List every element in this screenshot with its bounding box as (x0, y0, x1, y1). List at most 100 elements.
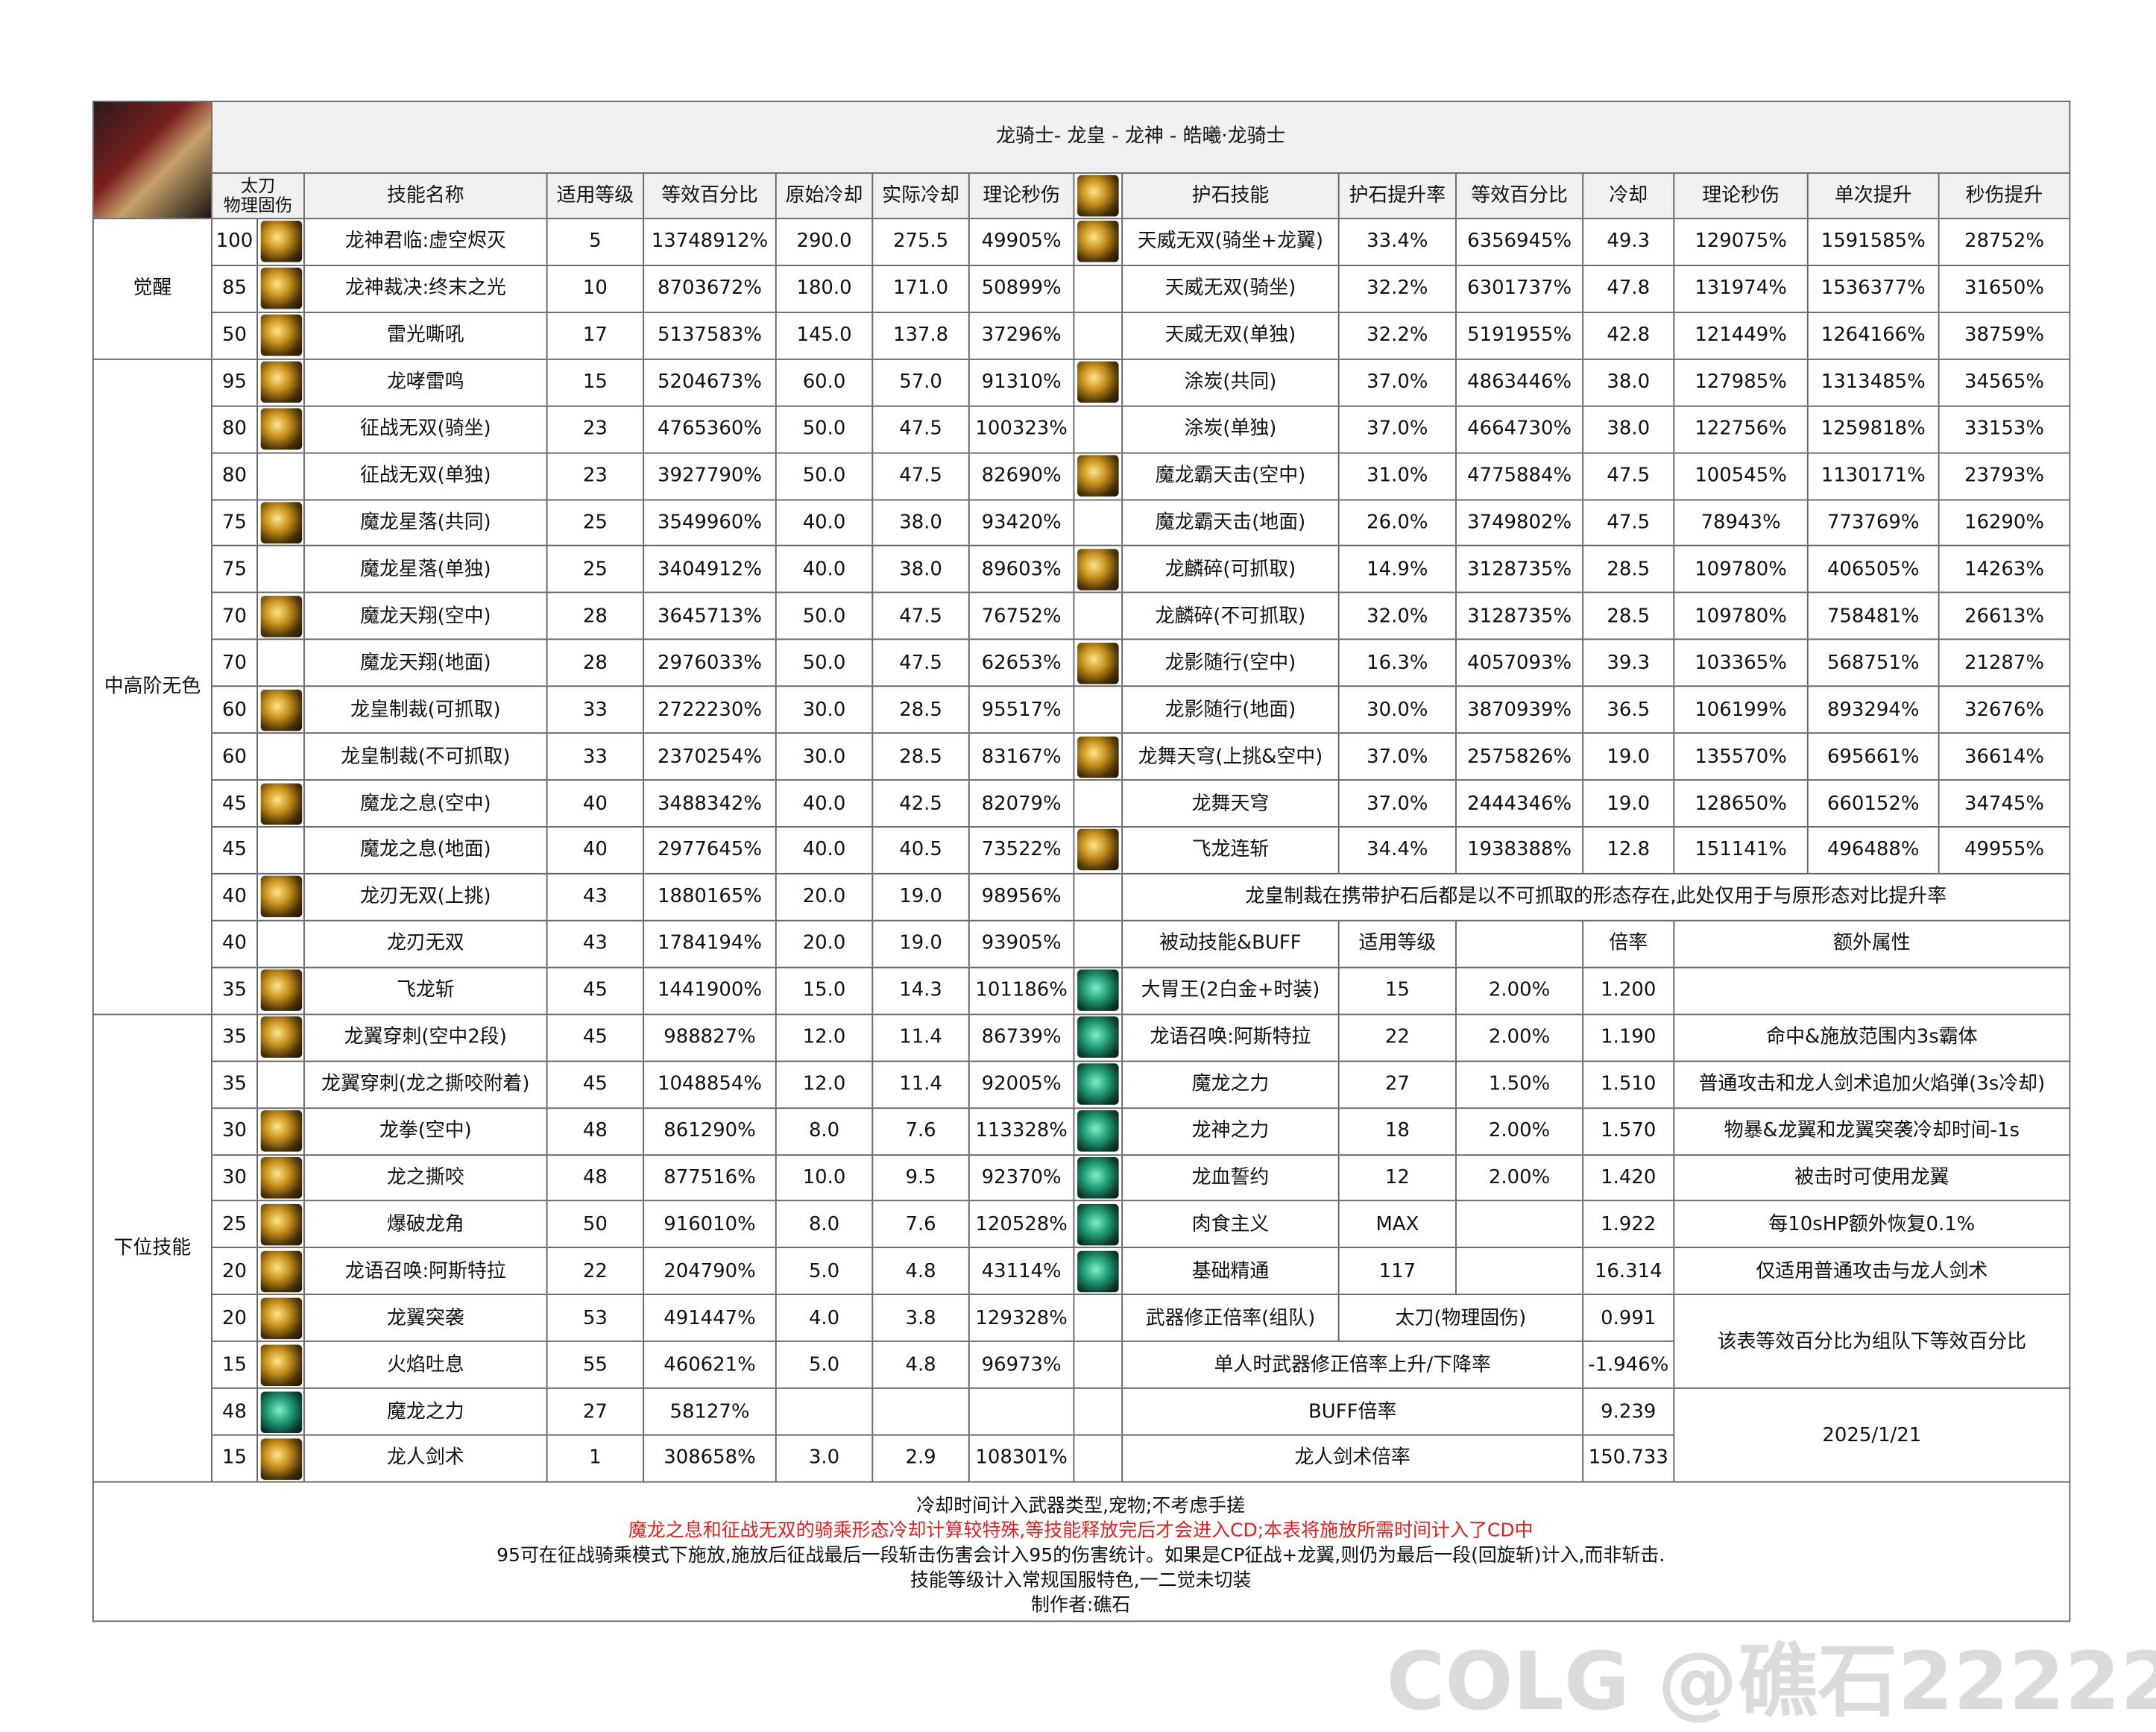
column-header: 实际冷却 (871, 172, 970, 220)
talisman-cell: 6301737% (1455, 265, 1584, 313)
skill-cell: 3404912% (643, 545, 777, 594)
skill-cell: 征战无双(单独) (303, 452, 548, 500)
talisman-cell: 1591585% (1806, 218, 1940, 266)
icon-cell (256, 872, 305, 922)
icon-cell (256, 592, 305, 640)
skill-cell: 魔龙天翔(地面) (303, 639, 548, 687)
buff-value: 9.239 (1582, 1388, 1675, 1436)
talisman-cell: 135570% (1673, 732, 1809, 781)
skill-cell: 3549960% (643, 498, 777, 547)
skill-icon (259, 1344, 302, 1386)
skill-cell: 龙皇制裁(不可抓取) (303, 732, 548, 781)
skill-cell: 龙神裁决:终末之光 (303, 265, 548, 313)
column-header: 技能名称 (303, 172, 548, 220)
talisman-cell: 34.4% (1337, 826, 1457, 875)
skill-cell: 76752% (968, 592, 1075, 640)
talisman-cell: 4057093% (1455, 639, 1584, 687)
talisman-cell: 128650% (1673, 779, 1809, 828)
sword-value: 150.733 (1582, 1434, 1675, 1483)
icon-cell (1073, 265, 1123, 313)
skill-cell: 43 (546, 919, 645, 969)
skill-cell: 龙翼穿刺(龙之撕咬附着) (303, 1059, 548, 1109)
skill-cell: 45 (546, 1059, 645, 1109)
talisman-cell: 695661% (1806, 732, 1940, 781)
skill-cell: 2370254% (643, 732, 777, 781)
skill-cell: 5.0 (775, 1341, 874, 1390)
skill-cell: 62653% (968, 639, 1075, 687)
icon-cell (256, 1013, 305, 1062)
skill-cell: 19.0 (871, 872, 970, 922)
skill-cell: 95517% (968, 685, 1075, 734)
skill-cell: 12.0 (775, 1013, 874, 1062)
level: 50 (211, 311, 259, 360)
skill-cell: 275.5 (871, 218, 970, 266)
skill-cell: 40.0 (775, 779, 874, 828)
talisman-cell: 龙麟碎(不可抓取) (1121, 592, 1340, 640)
column-header: 等效百分比 (643, 172, 777, 220)
talisman-cell: 12.8 (1582, 826, 1675, 875)
skill-icon (259, 1437, 302, 1479)
skill-cell: 12.0 (775, 1059, 874, 1109)
talisman-cell: 19.0 (1582, 779, 1675, 828)
passive-level: 12 (1337, 1153, 1457, 1202)
talisman-cell: 天威无双(单独) (1121, 311, 1340, 360)
passive-pct: 1.50% (1455, 1059, 1584, 1109)
talisman-cell: 3749802% (1455, 498, 1584, 547)
skill-cell: 40 (546, 826, 645, 875)
icon-cell (256, 265, 305, 313)
icon-cell (1073, 919, 1123, 969)
skill-cell: 4765360% (643, 405, 777, 453)
skill-cell: 3488342% (643, 779, 777, 828)
icon-cell (256, 1153, 305, 1202)
talisman-cell: 100545% (1673, 452, 1809, 500)
passive-name: 基础精通 (1121, 1247, 1340, 1296)
talisman-cell: 1313485% (1806, 358, 1940, 407)
icon-cell (1073, 1434, 1123, 1483)
icon-cell (1073, 685, 1123, 734)
passive-name: 魔龙之力 (1121, 1059, 1340, 1109)
talisman-cell: 3128735% (1455, 592, 1584, 640)
level: 70 (211, 639, 259, 687)
level: 80 (211, 405, 259, 453)
talisman-cell: 34565% (1938, 358, 2071, 407)
talisman-cell: 30.0% (1337, 685, 1457, 734)
talisman-cell: 568751% (1806, 639, 1940, 687)
icon-cell (1073, 872, 1123, 922)
icon-cell (256, 218, 305, 266)
icon-cell (1073, 1388, 1123, 1436)
skill-cell: 1880165% (643, 872, 777, 922)
talisman-cell: 109780% (1673, 592, 1809, 640)
skill-icon (259, 1297, 302, 1339)
skill-cell: 60.0 (775, 358, 874, 407)
skill-cell: 8703672% (643, 265, 777, 313)
skill-cell: 魔龙星落(共同) (303, 498, 548, 547)
skill-cell: 53 (546, 1294, 645, 1343)
talisman-cell: 龙舞天穹(上挑&空中) (1121, 732, 1340, 781)
skill-cell: 15.0 (775, 966, 874, 1015)
skill-cell: 28 (546, 592, 645, 640)
skill-cell: 290.0 (775, 218, 874, 266)
talisman-cell: 2444346% (1455, 779, 1584, 828)
skill-cell: 龙翼穿刺(空中2段) (303, 1013, 548, 1062)
skill-cell: 113328% (968, 1106, 1075, 1156)
skill-cell: 14.3 (871, 966, 970, 1015)
talisman-cell: 32676% (1938, 685, 2071, 734)
skill-cell: 8.0 (775, 1106, 874, 1156)
weapon-type: 太刀(物理固伤) (1337, 1294, 1584, 1343)
skill-cell: 86739% (968, 1013, 1075, 1062)
talisman-cell: 1259818% (1806, 405, 1940, 453)
talisman-cell: 758481% (1806, 592, 1940, 640)
column-header: 冷却 (1582, 172, 1675, 220)
skill-cell: 145.0 (775, 311, 874, 360)
icon-cell (1073, 1153, 1123, 1202)
level-header-line: 太刀 (240, 174, 276, 195)
level: 45 (211, 779, 259, 828)
skill-cell: 20.0 (775, 872, 874, 922)
level: 60 (211, 685, 259, 734)
column-header: 秒伤提升 (1938, 172, 2071, 220)
weapon-value: 0.991 (1582, 1294, 1675, 1343)
icon-cell (1073, 779, 1123, 828)
skill-cell: 55 (546, 1341, 645, 1390)
skill-icon (1077, 174, 1119, 217)
skill-icon (259, 689, 302, 731)
